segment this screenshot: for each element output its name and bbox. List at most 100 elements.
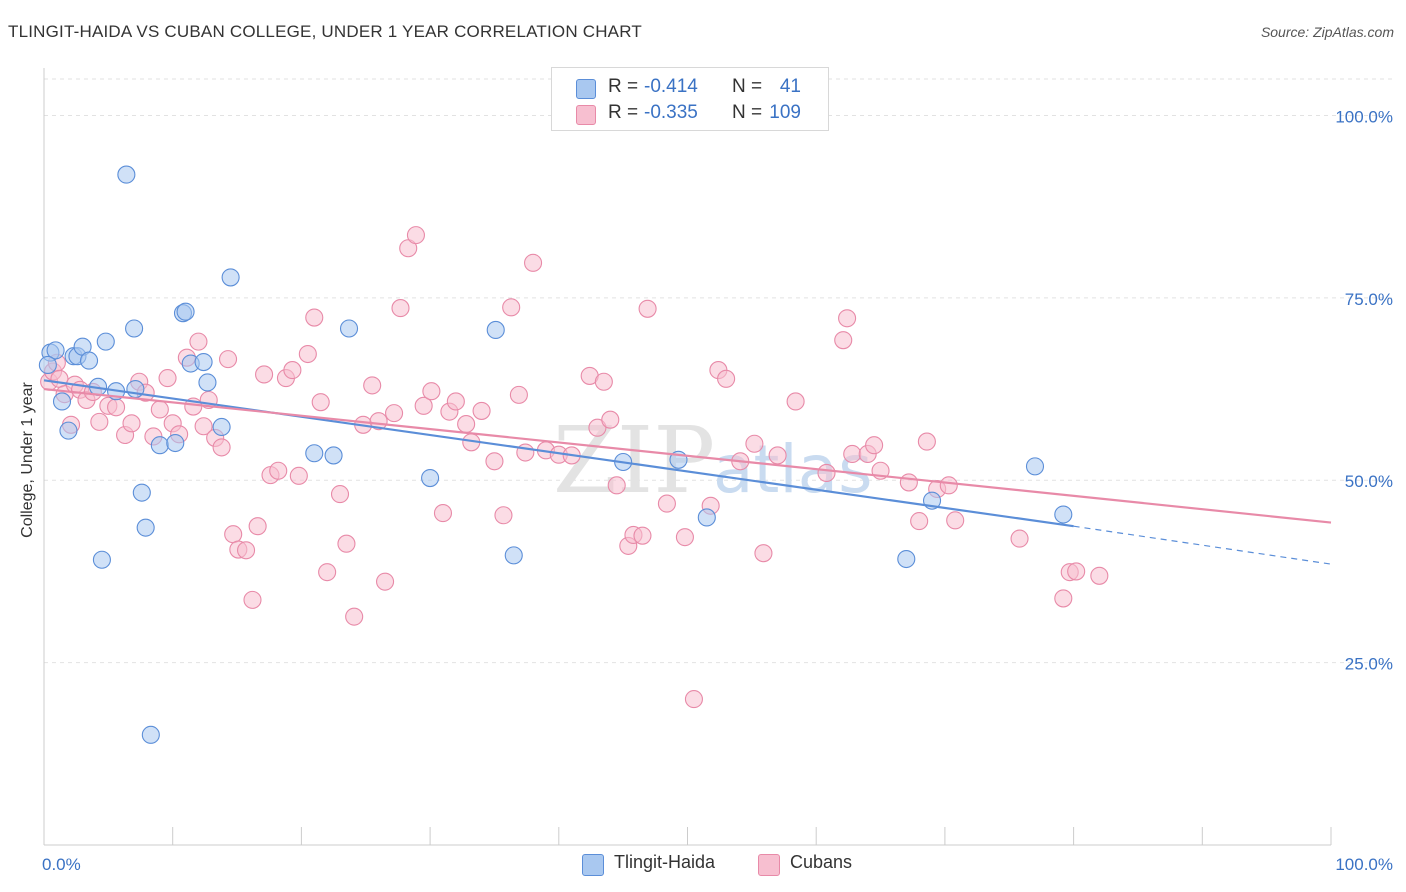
point-cubans bbox=[212, 438, 231, 457]
point-cubans bbox=[1010, 529, 1029, 548]
y-tick-label: 25.0% bbox=[1345, 655, 1393, 674]
point-cubans bbox=[363, 376, 382, 395]
point-cubans bbox=[376, 572, 395, 591]
point-tlingit-haida bbox=[194, 353, 213, 372]
point-cubans bbox=[917, 432, 936, 451]
legend-n-label: N = bbox=[732, 102, 763, 123]
chart-title: TLINGIT-HAIDA VS CUBAN COLLEGE, UNDER 1 … bbox=[8, 22, 642, 41]
point-cubans bbox=[194, 417, 213, 436]
point-tlingit-haida bbox=[166, 433, 185, 453]
point-cubans bbox=[391, 299, 410, 318]
series-label-cubans: Cubans bbox=[790, 852, 853, 872]
point-tlingit-haida bbox=[38, 355, 57, 375]
series-legend: Tlingit-Haida Cubans bbox=[0, 852, 1406, 878]
point-cubans bbox=[318, 563, 337, 582]
trend-line-cubans bbox=[43, 387, 1332, 524]
legend-row-cubans: R = -0.335 N = 109 bbox=[552, 102, 828, 128]
point-tlingit-haida bbox=[221, 268, 240, 287]
point-cubans bbox=[745, 434, 764, 453]
point-cubans bbox=[457, 415, 476, 434]
point-tlingit-haida bbox=[136, 518, 155, 537]
legend-n-value: 109 bbox=[769, 102, 801, 123]
point-tlingit-haida bbox=[117, 165, 136, 184]
point-cubans bbox=[633, 526, 652, 545]
point-cubans bbox=[283, 361, 302, 380]
point-cubans bbox=[345, 607, 364, 626]
point-cubans bbox=[502, 298, 521, 317]
point-cubans bbox=[90, 412, 109, 431]
point-cubans bbox=[298, 344, 317, 364]
point-cubans bbox=[189, 332, 208, 351]
legend-r-value: -0.414 bbox=[644, 76, 698, 97]
legend-r-value: -0.335 bbox=[644, 102, 698, 123]
legend-n-label: N = bbox=[732, 76, 763, 97]
point-cubans bbox=[158, 369, 177, 388]
point-tlingit-haida bbox=[421, 468, 440, 488]
point-cubans bbox=[224, 525, 243, 544]
point-cubans bbox=[946, 511, 965, 530]
point-cubans bbox=[269, 461, 288, 480]
point-tlingit-haida bbox=[176, 302, 195, 321]
point-cubans bbox=[305, 308, 324, 327]
point-tlingit-haida bbox=[59, 421, 78, 440]
trend-lines bbox=[43, 379, 1332, 565]
point-cubans bbox=[237, 541, 256, 560]
point-cubans bbox=[369, 412, 388, 431]
point-cubans bbox=[243, 590, 262, 609]
point-tlingit-haida bbox=[96, 332, 115, 351]
y-tick-label: 75.0% bbox=[1345, 290, 1393, 309]
legend-r-label: R = bbox=[608, 102, 639, 123]
point-cubans bbox=[939, 476, 958, 495]
y-tick-label: 100.0% bbox=[1335, 107, 1393, 126]
point-tlingit-haida bbox=[1025, 457, 1045, 476]
point-cubans bbox=[768, 446, 787, 465]
point-tlingit-haida bbox=[198, 373, 217, 392]
legend-n-value: 41 bbox=[779, 76, 801, 97]
point-cubans bbox=[385, 404, 404, 423]
point-tlingit-haida bbox=[486, 320, 505, 340]
point-tlingit-haida bbox=[92, 550, 111, 569]
point-tlingit-haida bbox=[125, 319, 144, 338]
point-cubans bbox=[865, 436, 884, 455]
x-tick-label: 0.0% bbox=[42, 855, 81, 874]
y-tick-label: 50.0% bbox=[1345, 472, 1393, 491]
point-tlingit-haida bbox=[504, 546, 523, 565]
trend-line-tlingit-haida-extension bbox=[1073, 525, 1332, 565]
point-cubans bbox=[524, 253, 543, 272]
point-cubans bbox=[218, 350, 238, 369]
point-tlingit-haida bbox=[150, 436, 169, 455]
point-cubans bbox=[494, 506, 513, 525]
point-cubans bbox=[638, 299, 657, 318]
point-cubans bbox=[485, 452, 504, 471]
point-cubans bbox=[422, 382, 441, 401]
point-tlingit-haida bbox=[305, 444, 324, 463]
point-cubans bbox=[150, 400, 169, 419]
trend-line-tlingit-haida bbox=[43, 379, 1074, 528]
point-cubans bbox=[1054, 589, 1073, 608]
point-cubans bbox=[684, 690, 703, 709]
point-cubans bbox=[675, 528, 694, 547]
point-cubans bbox=[910, 512, 929, 531]
point-cubans bbox=[834, 331, 853, 350]
point-cubans bbox=[446, 392, 465, 411]
point-tlingit-haida bbox=[52, 392, 72, 411]
point-tlingit-haida bbox=[141, 725, 160, 744]
series-swatch-tlingit-haida bbox=[582, 854, 604, 876]
point-cubans bbox=[50, 369, 69, 388]
legend-row-tlingit-haida: R = -0.414 N = 41 bbox=[552, 76, 828, 102]
point-tlingit-haida bbox=[897, 549, 916, 569]
correlation-legend: R = -0.414 N = 41 R = -0.335 N = 109 bbox=[551, 67, 829, 131]
watermark: ZIP atlas bbox=[553, 407, 873, 514]
point-cubans bbox=[838, 309, 857, 328]
point-cubans bbox=[754, 544, 773, 563]
point-cubans bbox=[414, 396, 433, 415]
point-cubans bbox=[1090, 566, 1109, 585]
legend-r-label: R = bbox=[608, 76, 639, 97]
point-cubans bbox=[406, 226, 425, 245]
point-tlingit-haida bbox=[324, 446, 343, 465]
legend-swatch-cubans bbox=[576, 105, 596, 125]
point-tlingit-haida bbox=[697, 508, 716, 527]
point-tlingit-haida bbox=[79, 351, 99, 370]
point-tlingit-haida bbox=[1054, 505, 1073, 524]
